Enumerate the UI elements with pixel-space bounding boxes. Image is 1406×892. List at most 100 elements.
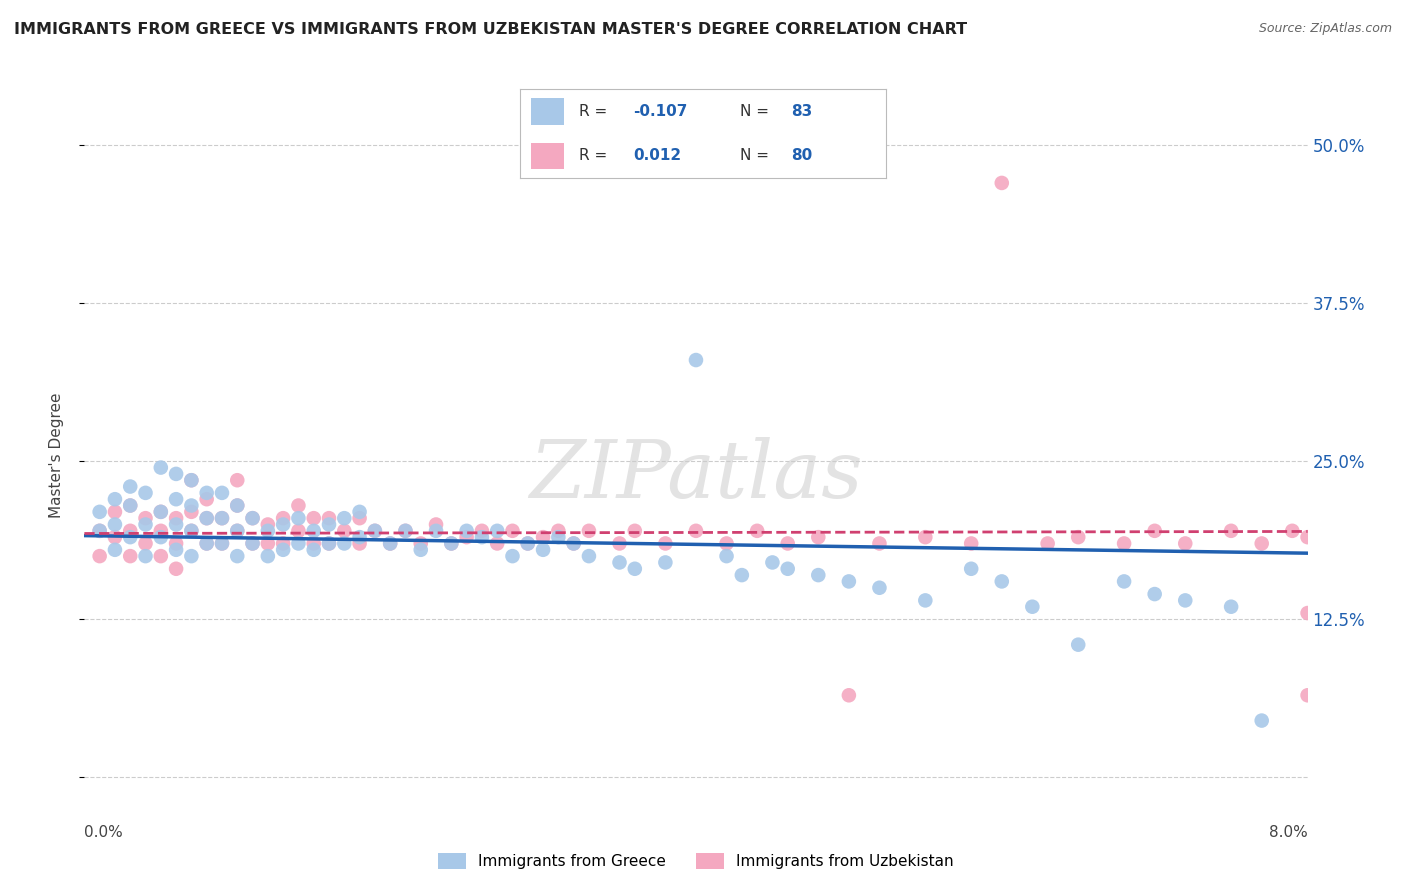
Point [456,530,478,544]
Point [165,467,187,481]
Point [547,524,569,538]
Point [242,511,264,525]
Point [502,549,524,563]
Point [562,536,585,550]
Point [104,542,127,557]
Point [180,524,202,538]
Point [731,568,754,582]
Point [380,536,402,550]
Point [807,568,830,582]
Point [287,524,309,538]
Point [89,549,111,563]
Text: IMMIGRANTS FROM GREECE VS IMMIGRANTS FROM UZBEKISTAN MASTER'S DEGREE CORRELATION: IMMIGRANTS FROM GREECE VS IMMIGRANTS FRO… [14,22,967,37]
Point [333,536,356,550]
Point [1036,536,1059,550]
Text: 83: 83 [790,103,813,119]
Point [1250,714,1272,728]
Point [226,549,249,563]
Point [89,524,111,538]
Point [195,511,218,525]
Point [165,511,187,525]
Point [242,536,264,550]
Text: ZIPatlas: ZIPatlas [529,437,863,515]
Point [104,517,127,532]
Point [349,536,371,550]
Point [471,524,494,538]
Point [807,530,830,544]
Point [1250,536,1272,550]
Point [120,479,142,493]
Legend: Immigrants from Greece, Immigrants from Uzbekistan: Immigrants from Greece, Immigrants from … [432,847,960,875]
Point [654,536,676,550]
Point [761,556,783,570]
Point [1296,530,1319,544]
Point [914,530,936,544]
Point [180,473,202,487]
Point [226,473,249,487]
Point [1296,688,1319,702]
Point [1114,536,1136,550]
Point [1114,574,1136,589]
Point [516,536,538,550]
Point [271,536,294,550]
Point [104,492,127,507]
Point [394,524,416,538]
Point [1067,530,1090,544]
Point [486,524,509,538]
Point [1021,599,1043,614]
Point [211,536,233,550]
Point [516,536,538,550]
Point [195,536,218,550]
Point [425,524,447,538]
Text: Source: ZipAtlas.com: Source: ZipAtlas.com [1258,22,1392,36]
Point [1220,599,1243,614]
Point [456,524,478,538]
Point [135,486,157,500]
Point [869,536,891,550]
Point [302,542,325,557]
Point [195,536,218,550]
Point [180,505,202,519]
Point [869,581,891,595]
Point [120,499,142,513]
Point [318,536,340,550]
Point [211,486,233,500]
Point [195,492,218,507]
Point [180,473,202,487]
Point [471,530,494,544]
Point [89,524,111,538]
Text: 80: 80 [790,148,813,163]
Point [89,505,111,519]
Point [349,511,371,525]
Point [364,524,387,538]
Point [716,536,738,550]
Text: -0.107: -0.107 [634,103,688,119]
Point [287,511,309,525]
Point [135,549,157,563]
Point [180,549,202,563]
Point [165,492,187,507]
Point [1296,606,1319,620]
Point [409,536,432,550]
Point [287,536,309,550]
Point [149,505,172,519]
Point [838,574,860,589]
Point [960,536,983,550]
Point [716,549,738,563]
Point [1174,536,1197,550]
Point [120,499,142,513]
Point [364,524,387,538]
Point [609,556,631,570]
Point [211,511,233,525]
Point [394,524,416,538]
Point [195,486,218,500]
FancyBboxPatch shape [531,98,564,125]
Point [914,593,936,607]
Point [531,542,554,557]
Point [135,536,157,550]
Point [195,511,218,525]
Point [226,499,249,513]
Point [991,574,1014,589]
FancyBboxPatch shape [531,143,564,169]
Point [318,517,340,532]
